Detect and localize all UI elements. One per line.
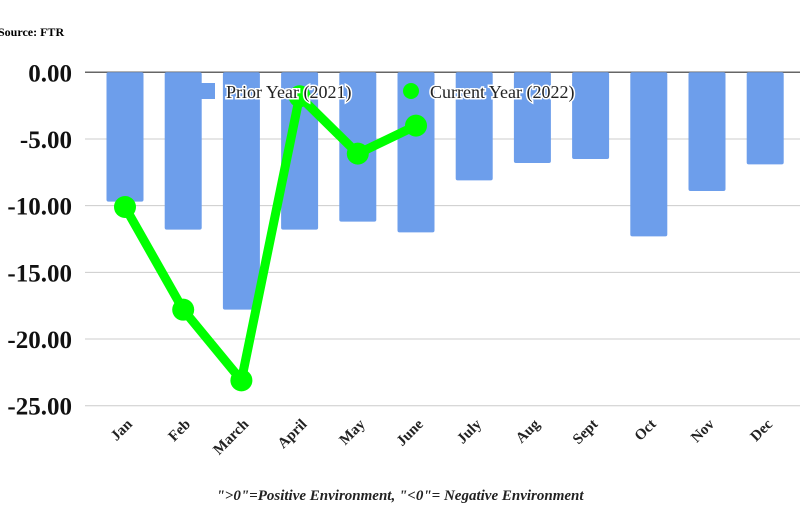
point-april xyxy=(288,85,311,108)
y-tick-label: -5.00 xyxy=(20,127,72,154)
y-tick-label: 0.00 xyxy=(28,60,72,87)
point-june xyxy=(405,114,427,137)
y-tick-label: -10.00 xyxy=(7,194,72,221)
x-tick-label: Dec xyxy=(748,416,777,445)
source-label: Source: FTR xyxy=(0,25,65,39)
y-tick-label: -15.00 xyxy=(7,260,72,287)
bar-june xyxy=(397,72,435,233)
y-tick-label: -20.00 xyxy=(7,327,72,354)
x-tick-label: March xyxy=(210,416,252,458)
legend-swatch-current-year xyxy=(403,83,419,99)
footnote: ">0"=Positive Environment, "<0"= Negativ… xyxy=(216,488,584,504)
bar-jan xyxy=(106,72,144,202)
bar-march xyxy=(222,72,260,310)
point-feb xyxy=(172,298,195,321)
bar-oct xyxy=(630,72,668,237)
point-march xyxy=(230,369,253,392)
bar-nov xyxy=(688,72,726,191)
legend-swatch-prior-year xyxy=(201,83,215,99)
legend-label-current-year: Current Year (2022) xyxy=(430,82,574,103)
point-may xyxy=(346,142,369,165)
bar-aug xyxy=(513,72,551,163)
bar-feb xyxy=(164,72,202,230)
x-tick-label: Nov xyxy=(688,416,718,446)
x-tick-label: Sept xyxy=(570,417,601,448)
legend-label-prior-year: Prior Year (2021) xyxy=(226,82,352,103)
bar-july xyxy=(455,72,493,181)
x-tick-label: Oct xyxy=(632,417,660,445)
point-jan xyxy=(114,195,136,218)
x-tick-label: Aug xyxy=(513,416,544,447)
bar-dec xyxy=(746,72,784,165)
x-tick-label: April xyxy=(275,417,310,452)
x-tick-label: Feb xyxy=(166,417,194,445)
x-tick-label: May xyxy=(337,416,369,448)
x-tick-label: Jan xyxy=(108,416,136,444)
x-tick-label: July xyxy=(454,416,485,447)
bar-sept xyxy=(572,72,610,159)
y-tick-label: -25.00 xyxy=(7,394,72,421)
x-tick-label: June xyxy=(394,416,427,449)
